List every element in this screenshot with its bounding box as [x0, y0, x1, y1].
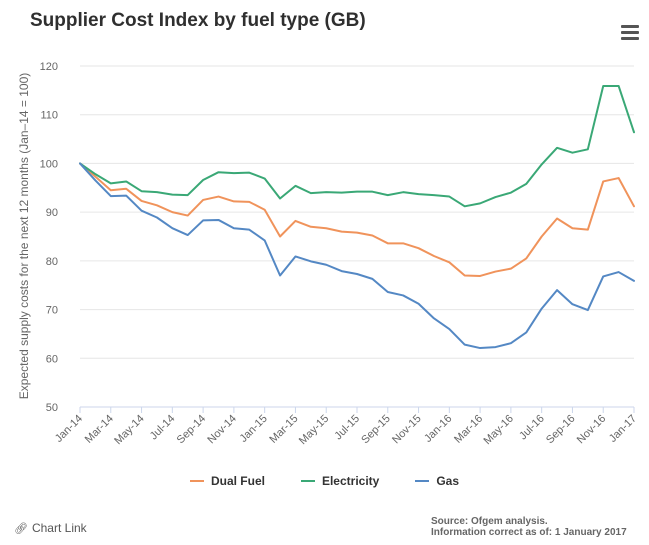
x-tick-label: Sep-14	[175, 413, 209, 447]
legend-label: Electricity	[321, 474, 380, 488]
x-tick-label: Sep-15	[359, 413, 393, 447]
x-tick-label: Jan-16	[422, 413, 454, 445]
y-tick-label: 110	[40, 110, 58, 122]
x-tick-label: Jul-14	[148, 413, 178, 443]
y-tick-label: 60	[46, 353, 58, 365]
x-tick-label: May-16	[482, 413, 516, 447]
legend-item-dual-fuel[interactable]: Dual Fuel	[189, 474, 265, 488]
y-tick-label: 70	[46, 305, 58, 317]
legend-swatch	[300, 480, 315, 482]
hamburger-menu-icon[interactable]	[621, 25, 639, 41]
x-tick-label: Jan-15	[238, 413, 270, 445]
legend-label: Dual Fuel	[210, 474, 265, 488]
x-tick-label: Jul-16	[517, 413, 547, 443]
chart-link-label: Chart Link	[31, 521, 87, 535]
x-tick-label: Jul-15	[332, 413, 362, 443]
series-lines	[79, 84, 635, 350]
source-line: Source: Ofgem analysis.	[431, 516, 548, 527]
x-tick-label: Nov-15	[390, 413, 424, 447]
y-tick-label: 120	[40, 61, 58, 73]
legend-swatch	[189, 480, 204, 482]
series-line-dual-fuel[interactable]	[79, 162, 635, 277]
y-tick-label: 80	[46, 256, 58, 268]
x-tick-label: Nov-14	[205, 413, 239, 447]
source-note: Source: Ofgem analysis. Information corr…	[431, 516, 627, 538]
gridlines	[80, 65, 634, 408]
link-icon: 🔗︎	[14, 522, 28, 535]
x-tick-label: Nov-16	[575, 413, 609, 447]
y-axis-label: Expected supply costs for the next 12 mo…	[17, 73, 31, 400]
x-tick-label: Jan-14	[53, 413, 85, 445]
series-line-electricity[interactable]	[79, 84, 635, 208]
x-tick-label: May-15	[297, 413, 331, 447]
legend-label: Gas	[436, 474, 460, 488]
x-tick-label: Mar-15	[267, 413, 300, 446]
y-tick-label: 50	[46, 402, 58, 414]
legend-item-gas[interactable]: Gas	[415, 474, 459, 488]
x-tick-label: Jan-17	[607, 413, 639, 445]
x-tick-label: Mar-16	[452, 413, 485, 446]
y-tick-label: 90	[46, 207, 58, 219]
source-date-line: Information correct as of: 1 January 201…	[431, 527, 627, 538]
legend-swatch	[415, 480, 430, 482]
chart-link[interactable]: 🔗︎ Chart Link	[14, 521, 87, 535]
x-tick-label: Mar-14	[83, 413, 116, 446]
legend-item-electricity[interactable]: Electricity	[300, 474, 380, 488]
series-line-gas[interactable]	[79, 162, 635, 350]
chart-legend: Dual Fuel Electricity Gas	[0, 474, 649, 488]
x-tick-label: May-14	[112, 413, 146, 447]
chart-title: Supplier Cost Index by fuel type (GB)	[30, 10, 366, 31]
x-tick-label: Sep-16	[544, 413, 578, 447]
y-tick-label: 100	[40, 158, 58, 170]
y-axis: 50 60 70 80 90 100 110 120	[40, 61, 58, 414]
